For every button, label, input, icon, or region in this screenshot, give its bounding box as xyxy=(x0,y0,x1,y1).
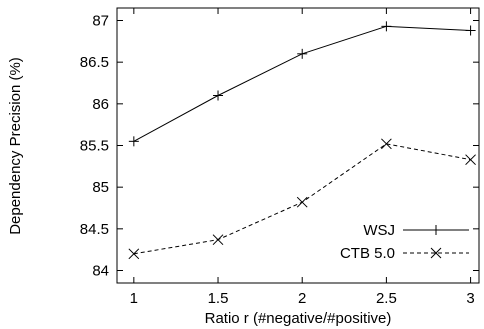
data-point-wsj xyxy=(129,136,139,146)
data-point-ctb-5-0 xyxy=(297,197,307,207)
data-point-ctb-5-0 xyxy=(466,155,476,165)
y-axis: 84 84.5 85 85.5 86 86.5 87 xyxy=(80,13,479,280)
y-tick-label: 86 xyxy=(92,96,109,113)
x-tick-label: 1 xyxy=(130,290,138,307)
data-point-wsj xyxy=(297,49,307,59)
x-tick-label: 1.5 xyxy=(208,290,229,307)
plot-frame xyxy=(117,8,479,283)
legend: WSJ CTB 5.0 xyxy=(340,222,469,262)
data-point-ctb-5-0 xyxy=(129,249,139,259)
y-tick-label: 84.5 xyxy=(80,221,109,238)
series-layer xyxy=(129,21,476,259)
y-axis-title: Dependency Precision (%) xyxy=(7,57,24,235)
legend-marker-wsj xyxy=(431,225,441,235)
y-tick-label: 85 xyxy=(92,179,109,196)
data-point-wsj xyxy=(213,91,223,101)
data-point-ctb-5-0 xyxy=(213,235,223,245)
data-point-wsj xyxy=(466,26,476,36)
y-tick-label: 86.5 xyxy=(80,54,109,71)
y-tick-label: 87 xyxy=(92,13,109,30)
legend-label-wsj: WSJ xyxy=(363,222,395,239)
data-point-wsj xyxy=(381,21,391,31)
series-line-wsj xyxy=(134,26,471,141)
x-axis-title: Ratio r (#negative/#positive) xyxy=(205,310,392,327)
series-line-ctb-5-0 xyxy=(134,144,471,254)
x-tick-label: 2 xyxy=(298,290,306,307)
y-tick-label: 84 xyxy=(92,263,109,280)
x-tick-label: 2.5 xyxy=(376,290,397,307)
data-point-ctb-5-0 xyxy=(381,139,391,149)
x-tick-label: 3 xyxy=(466,290,474,307)
y-tick-label: 85.5 xyxy=(80,138,109,155)
legend-label-ctb-5-0: CTB 5.0 xyxy=(340,245,395,262)
